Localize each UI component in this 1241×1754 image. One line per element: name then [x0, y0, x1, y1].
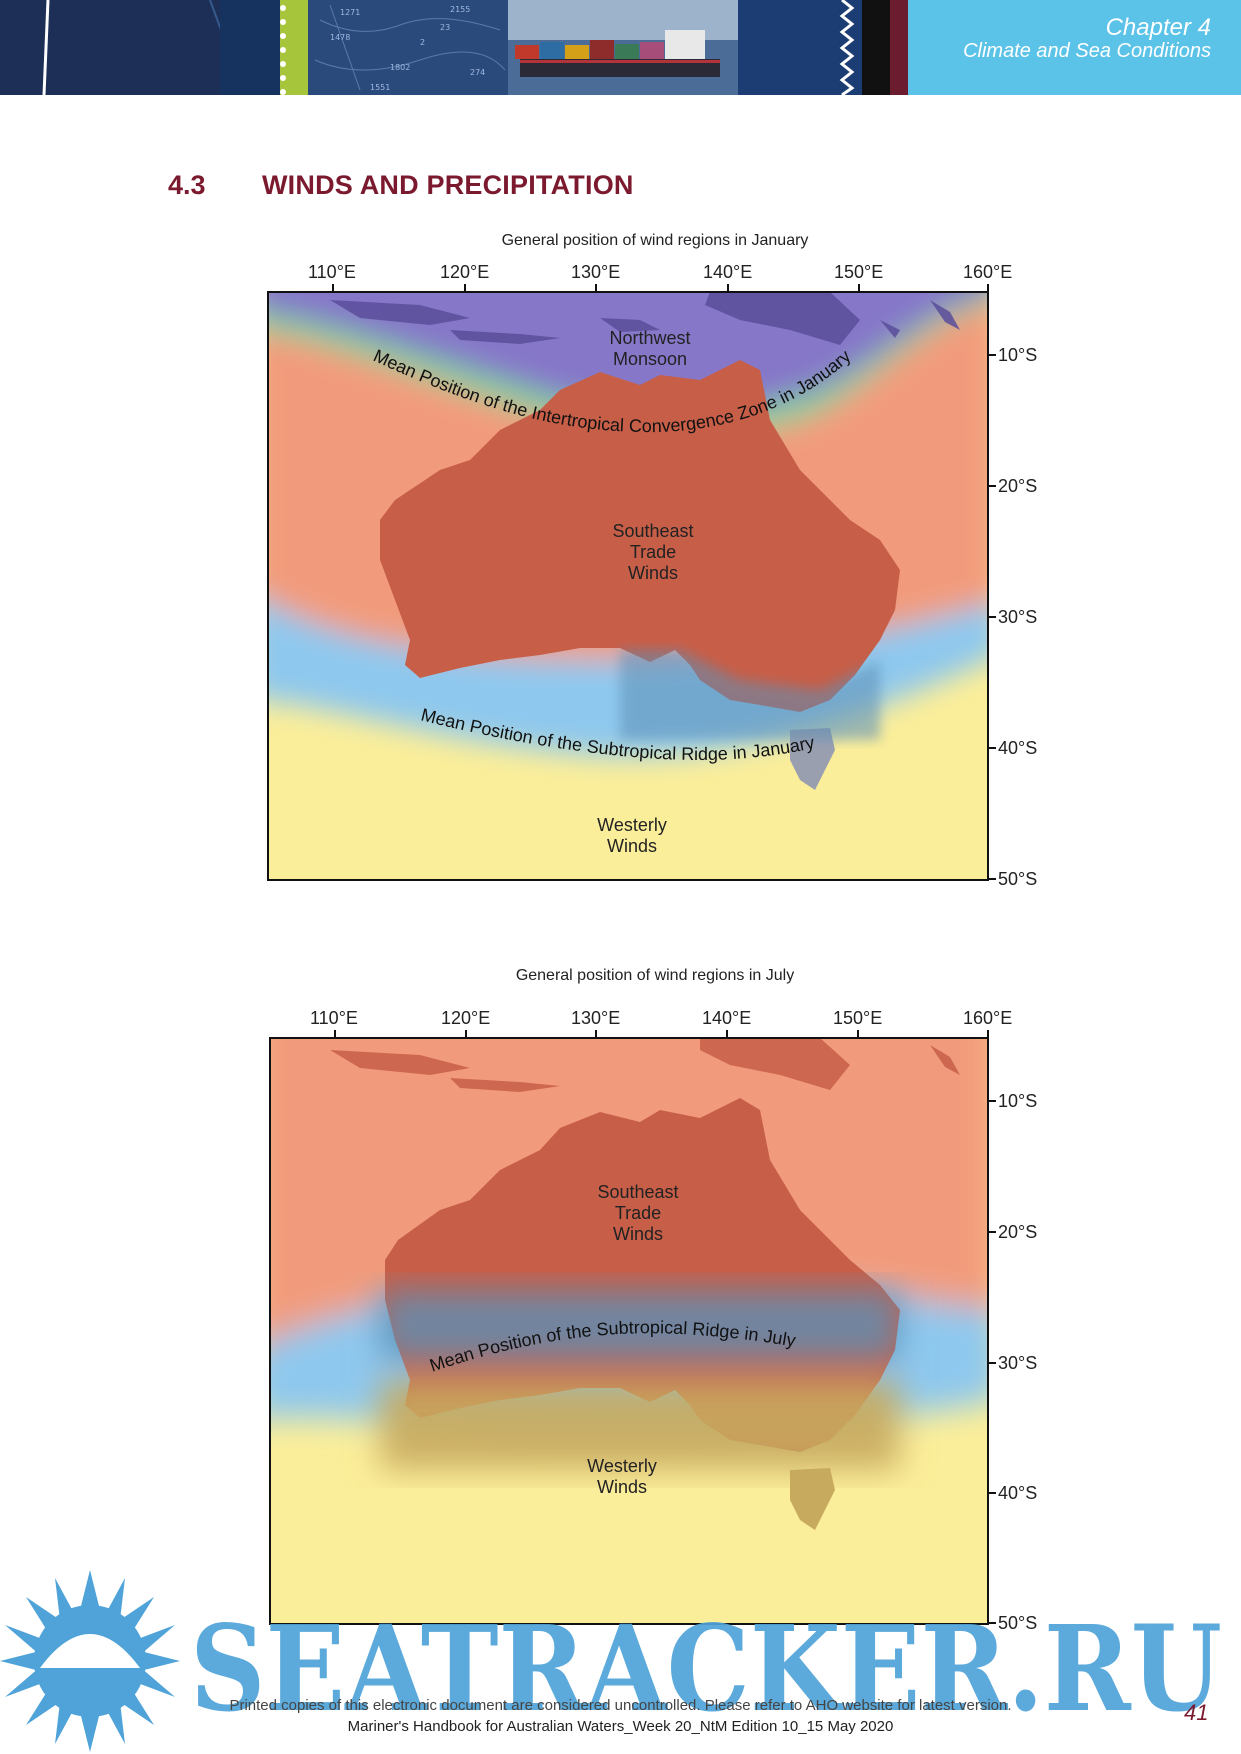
map-january — [267, 284, 996, 881]
lat-tick-label: 50°S — [998, 1613, 1038, 1633]
lat-tick-label: 40°S — [998, 1483, 1038, 1503]
region-label-westerly-july: Westerly Winds — [587, 1456, 657, 1497]
lon-tick-label: 160°E — [963, 1008, 1013, 1028]
lon-tick-label: 130°E — [571, 1008, 621, 1028]
svg-text:274: 274 — [470, 68, 485, 77]
svg-text:1478: 1478 — [330, 33, 350, 42]
map-july-caption: General position of wind regions in July — [515, 967, 795, 984]
svg-text:2155: 2155 — [450, 5, 470, 14]
lon-tick-label: 150°E — [834, 262, 884, 282]
map-january-caption: General position of wind regions in Janu… — [501, 232, 809, 249]
lon-tick-label: 110°E — [310, 1008, 358, 1028]
svg-text:23: 23 — [440, 23, 450, 32]
svg-text:1271: 1271 — [340, 8, 360, 17]
chapter-title: Climate and Sea Conditions — [963, 40, 1211, 62]
lon-tick-label: 130°E — [571, 262, 621, 282]
lon-tick-label: 140°E — [703, 262, 753, 282]
chapter-panel: Chapter 4 Climate and Sea Conditions — [908, 0, 1241, 95]
footer-disclaimer: Printed copies of this electronic docume… — [229, 1697, 1012, 1714]
lat-tick-label: 10°S — [998, 1091, 1038, 1111]
banner-decoration: 1271 2 2155 1478 1802 274 1551 23 — [0, 0, 910, 95]
svg-text:1802: 1802 — [390, 63, 410, 72]
header-banner: 1271 2 2155 1478 1802 274 1551 23 Chapter 4 C… — [0, 0, 1241, 95]
lon-tick-label: 140°E — [702, 1008, 752, 1028]
svg-text:2: 2 — [420, 38, 425, 47]
section-title: WINDS AND PRECIPITATION — [262, 170, 634, 200]
lat-tick-label: 30°S — [998, 607, 1038, 627]
region-label-westerly: Westerly Winds — [597, 815, 667, 856]
lat-tick-label: 30°S — [998, 1353, 1038, 1373]
lon-tick-label: 160°E — [963, 262, 1013, 282]
lon-tick-label: 120°E — [441, 1008, 491, 1028]
chapter-label: Chapter 4 — [1105, 14, 1211, 41]
lon-tick-label: 120°E — [440, 262, 490, 282]
lat-tick-label: 10°S — [998, 345, 1038, 365]
lat-tick-label: 40°S — [998, 738, 1038, 758]
lat-tick-label: 20°S — [998, 476, 1038, 496]
region-label-trade-july: Southeast Trade Winds — [597, 1182, 679, 1244]
svg-text:1551: 1551 — [370, 83, 390, 92]
lon-tick-label: 150°E — [833, 1008, 883, 1028]
lat-tick-label: 50°S — [998, 869, 1038, 889]
lat-tick-label: 20°S — [998, 1222, 1038, 1242]
footer-doc-info: Mariner's Handbook for Australian Waters… — [347, 1718, 894, 1735]
lon-tick-label: 110°E — [308, 262, 356, 282]
page-number: 41 — [1184, 1700, 1209, 1725]
region-label-trade: Southeast Trade Winds — [612, 521, 694, 583]
map-january-curved-labels: Mean Position of the Intertropical Conve… — [370, 345, 854, 764]
section-number: 4.3 — [168, 170, 206, 200]
region-label-monsoon: Northwest Monsoon — [609, 328, 691, 369]
